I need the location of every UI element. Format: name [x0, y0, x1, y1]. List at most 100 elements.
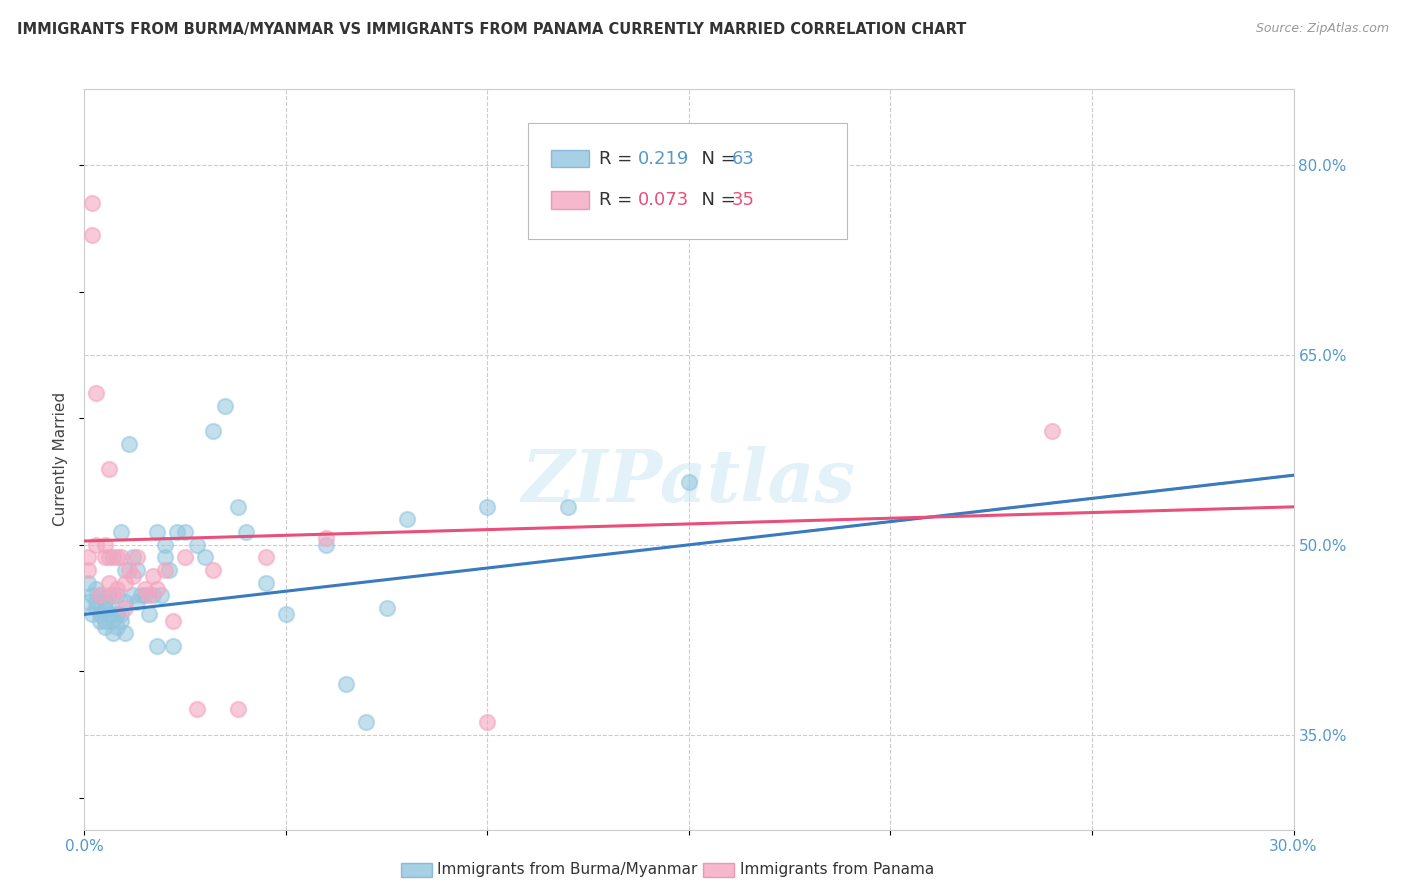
- Point: [118, 436, 141, 450]
- Point: [134, 582, 156, 596]
- Point: [93, 620, 115, 634]
- Point: [86, 538, 108, 552]
- Point: [138, 589, 160, 603]
- Point: [186, 702, 208, 716]
- Point: [89, 589, 111, 603]
- Point: [129, 589, 152, 603]
- Point: [121, 550, 143, 565]
- Point: [194, 550, 217, 565]
- Text: 0.219: 0.219: [638, 150, 689, 168]
- Point: [274, 607, 297, 622]
- Text: IMMIGRANTS FROM BURMA/MYANMAR VS IMMIGRANTS FROM PANAMA CURRENTLY MARRIED CORREL: IMMIGRANTS FROM BURMA/MYANMAR VS IMMIGRA…: [17, 22, 966, 37]
- Point: [166, 525, 188, 540]
- Text: R =: R =: [599, 150, 637, 168]
- Point: [93, 595, 115, 609]
- Text: 35: 35: [733, 191, 755, 209]
- Point: [93, 601, 115, 615]
- Point: [356, 714, 378, 729]
- Point: [146, 582, 169, 596]
- Point: [86, 601, 108, 615]
- Point: [477, 500, 499, 514]
- Point: [157, 563, 180, 577]
- Point: [202, 424, 225, 438]
- Point: [82, 196, 104, 211]
- Point: [93, 538, 115, 552]
- Point: [226, 702, 249, 716]
- Point: [146, 639, 169, 653]
- Point: [101, 614, 124, 628]
- Point: [375, 601, 398, 615]
- Point: [114, 595, 136, 609]
- Point: [114, 563, 136, 577]
- Text: ZIPatlas: ZIPatlas: [522, 446, 856, 517]
- Point: [101, 626, 124, 640]
- Text: 63: 63: [733, 150, 755, 168]
- Point: [77, 563, 100, 577]
- Point: [93, 614, 115, 628]
- Text: Source: ZipAtlas.com: Source: ZipAtlas.com: [1256, 22, 1389, 36]
- Point: [86, 595, 108, 609]
- Point: [105, 620, 128, 634]
- Point: [125, 550, 148, 565]
- Point: [315, 532, 337, 546]
- Point: [77, 595, 100, 609]
- Point: [477, 714, 499, 729]
- Point: [77, 575, 100, 590]
- Point: [557, 500, 579, 514]
- Point: [214, 399, 236, 413]
- Point: [134, 589, 156, 603]
- Point: [82, 589, 104, 603]
- Point: [395, 512, 418, 526]
- Point: [114, 601, 136, 615]
- Text: Immigrants from Panama: Immigrants from Panama: [740, 863, 934, 877]
- Point: [89, 607, 111, 622]
- Text: N =: N =: [690, 191, 741, 209]
- Point: [226, 500, 249, 514]
- Point: [93, 550, 115, 565]
- Point: [86, 386, 108, 401]
- Point: [678, 475, 700, 489]
- Point: [138, 607, 160, 622]
- Point: [142, 589, 165, 603]
- Point: [105, 589, 128, 603]
- Text: 0.073: 0.073: [638, 191, 689, 209]
- Point: [121, 589, 143, 603]
- Point: [82, 607, 104, 622]
- Point: [121, 569, 143, 583]
- Point: [315, 538, 337, 552]
- Point: [153, 550, 176, 565]
- Point: [105, 582, 128, 596]
- Point: [125, 563, 148, 577]
- Point: [114, 626, 136, 640]
- Point: [77, 550, 100, 565]
- Point: [110, 550, 132, 565]
- Point: [101, 550, 124, 565]
- Point: [235, 525, 257, 540]
- Point: [118, 563, 141, 577]
- Y-axis label: Currently Married: Currently Married: [53, 392, 69, 526]
- Point: [105, 607, 128, 622]
- Point: [82, 227, 104, 242]
- Point: [1040, 424, 1063, 438]
- Text: N =: N =: [690, 150, 741, 168]
- Text: R =: R =: [599, 191, 637, 209]
- Point: [110, 607, 132, 622]
- Point: [89, 589, 111, 603]
- Point: [105, 550, 128, 565]
- Point: [97, 601, 120, 615]
- Point: [149, 589, 172, 603]
- Point: [89, 614, 111, 628]
- Point: [114, 575, 136, 590]
- Point: [97, 607, 120, 622]
- Point: [254, 550, 277, 565]
- Point: [162, 639, 184, 653]
- Point: [110, 614, 132, 628]
- Point: [153, 538, 176, 552]
- Point: [153, 563, 176, 577]
- Point: [101, 589, 124, 603]
- Point: [254, 575, 277, 590]
- Point: [162, 614, 184, 628]
- Point: [186, 538, 208, 552]
- Point: [202, 563, 225, 577]
- Point: [125, 595, 148, 609]
